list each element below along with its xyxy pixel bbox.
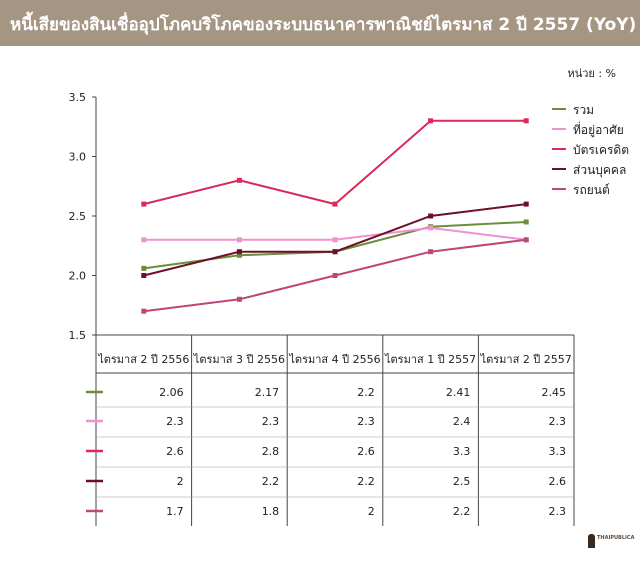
data-point	[428, 225, 434, 231]
data-label: 2.3	[262, 415, 280, 428]
data-label: 2.06	[159, 386, 184, 399]
data-point	[236, 249, 242, 255]
data-label: 2.2	[357, 475, 375, 488]
data-label: 2.45	[542, 386, 567, 399]
series-line-3	[143, 119, 527, 206]
logo-text: THAIPUBLICA	[597, 535, 635, 541]
legend-label: รถยนต์	[573, 183, 610, 197]
data-label: 2.3	[357, 415, 375, 428]
data-point	[523, 219, 529, 225]
x-tick-label: ไตรมาส 2 ปี 2556	[97, 353, 189, 366]
chart-title: หนี้เสียของสินเชื่ออุปโภคบริโภคของระบบธน…	[10, 15, 637, 35]
data-point	[523, 118, 529, 124]
data-point	[236, 177, 242, 183]
data-point	[236, 296, 242, 302]
data-label: 2.6	[549, 475, 567, 488]
data-point	[332, 201, 338, 207]
data-label: 2.3	[549, 415, 567, 428]
thaipublica-logo: THAIPUBLICA	[588, 532, 635, 552]
data-label: 2.3	[166, 415, 184, 428]
unit-label: หน่วย : %	[567, 67, 616, 80]
data-label: 2.8	[262, 445, 280, 458]
y-tick-label: 3.5	[69, 91, 87, 104]
data-point	[141, 201, 147, 207]
data-label: 2.4	[453, 415, 471, 428]
legend-label: บัตรเครดิต	[573, 143, 630, 157]
data-label: 2.2	[357, 386, 375, 399]
data-label: 2.6	[357, 445, 375, 458]
data-point	[428, 213, 434, 219]
data-point	[141, 308, 147, 314]
keyhole-icon	[588, 534, 595, 548]
legend-swatch	[552, 168, 566, 170]
data-label: 2.41	[446, 386, 471, 399]
data-point	[428, 118, 434, 124]
legend-label: รวม	[573, 103, 595, 117]
data-label: 1.8	[262, 505, 280, 518]
data-label: 3.3	[453, 445, 471, 458]
data-point	[141, 273, 147, 278]
data-point	[236, 237, 242, 243]
data-label: 2.17	[255, 386, 280, 399]
x-tick-label: ไตรมาส 3 ปี 2556	[193, 353, 285, 366]
legend-label: ส่วนบุคคล	[573, 163, 627, 177]
legend-swatch	[552, 128, 566, 130]
data-label: 2.3	[549, 505, 567, 518]
data-label: 2.2	[262, 475, 280, 488]
y-tick-label: 2.0	[69, 270, 87, 283]
data-point	[332, 273, 338, 278]
data-point	[523, 237, 529, 243]
data-label: 2	[177, 475, 184, 488]
data-point	[428, 249, 434, 255]
x-tick-label: ไตรมาส 4 ปี 2556	[288, 353, 380, 366]
data-label: 2	[368, 505, 375, 518]
data-label: 3.3	[549, 445, 567, 458]
x-tick-label: ไตรมาส 1 ปี 2557	[384, 353, 476, 366]
data-point	[141, 237, 147, 243]
title-banner: หนี้เสียของสินเชื่ออุปโภคบริโภคของระบบธน…	[0, 0, 640, 46]
y-tick-label: 1.5	[69, 329, 87, 342]
data-label: 1.7	[166, 505, 184, 518]
legend-swatch	[552, 188, 566, 190]
y-tick-label: 2.5	[69, 210, 87, 223]
y-tick-label: 3.0	[69, 151, 87, 164]
data-point	[236, 252, 242, 258]
data-label: 2.6	[166, 445, 184, 458]
data-point	[332, 249, 338, 255]
data-label: 2.5	[453, 475, 471, 488]
data-point	[141, 265, 147, 271]
legend-label: ที่อยู่อาศัย	[573, 123, 624, 137]
data-point	[332, 237, 338, 243]
data-label: 2.2	[453, 505, 471, 518]
legend-swatch	[552, 148, 566, 150]
data-point	[523, 201, 529, 207]
x-tick-label: ไตรมาส 2 ปี 2557	[480, 353, 572, 366]
legend-swatch	[552, 108, 566, 110]
